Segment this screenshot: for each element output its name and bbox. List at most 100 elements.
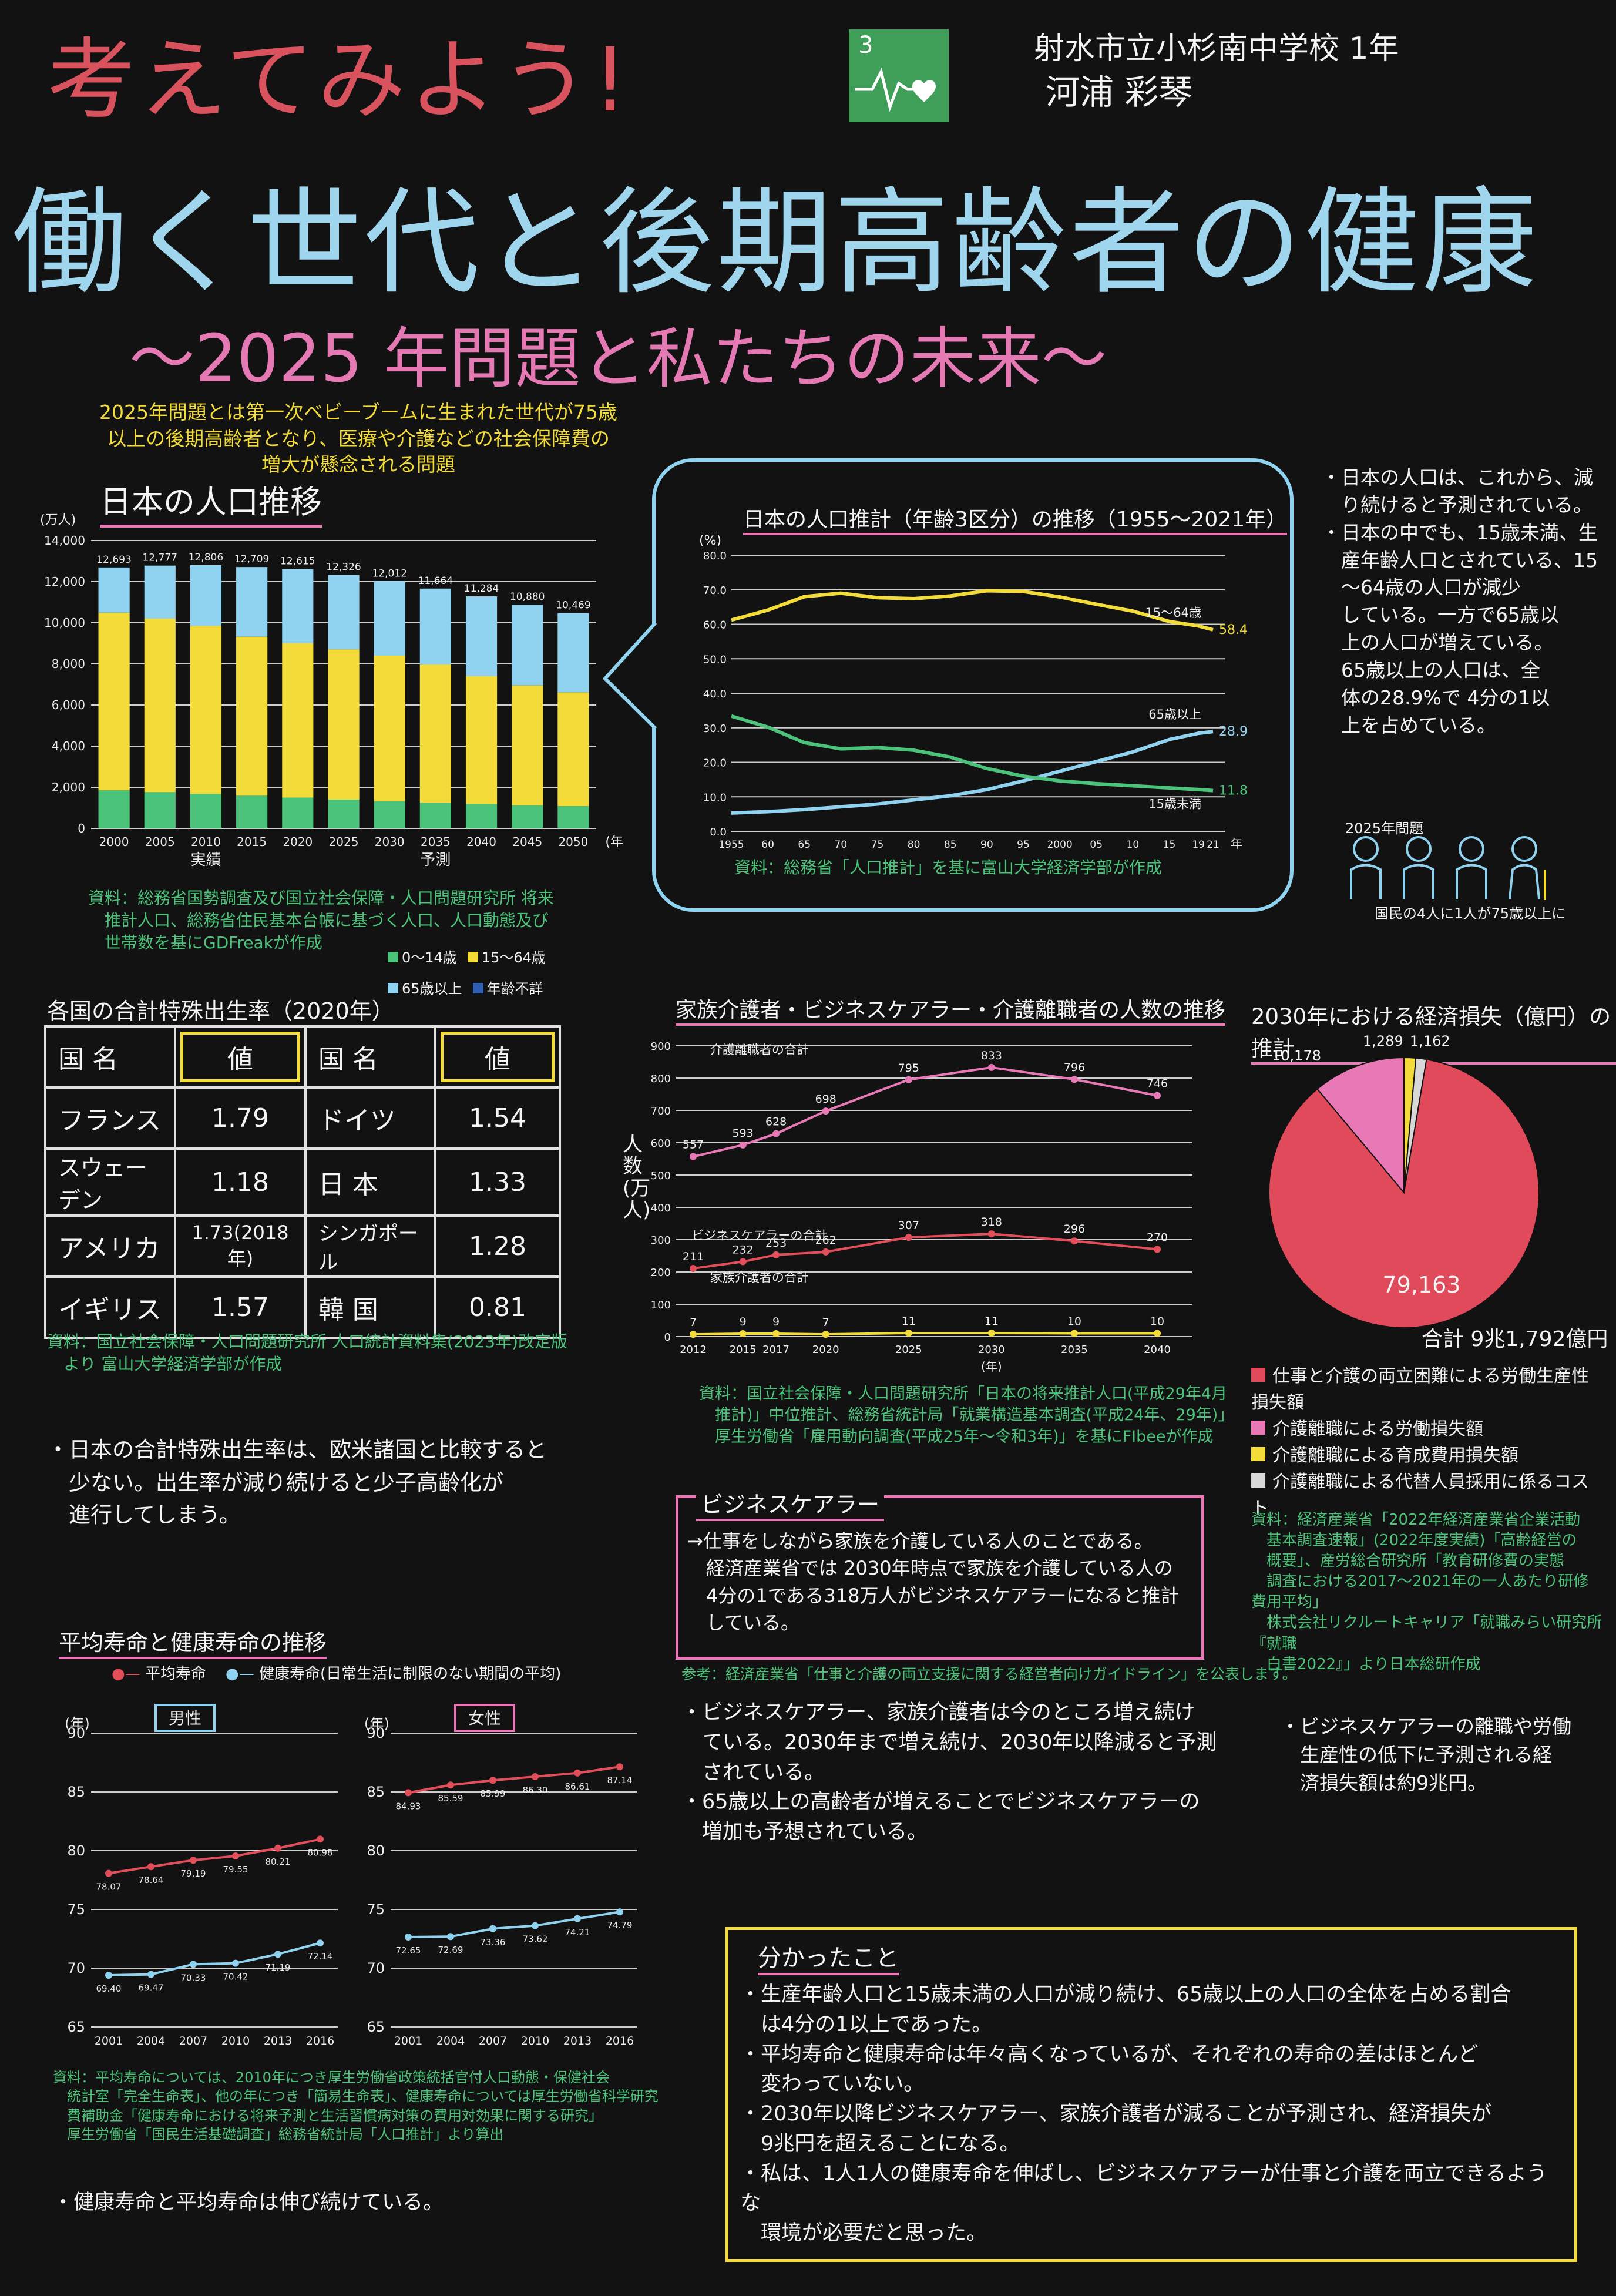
series-end-label: 11.8 <box>1219 784 1248 798</box>
series-name-label: 65歳以上 <box>1148 707 1201 721</box>
y-tick-label: 800 <box>651 1073 671 1085</box>
data-label: 87.14 <box>607 1775 633 1785</box>
bar-segment <box>419 803 451 828</box>
care-chart-title: 家族介護者・ビジネスケアラー・介護離職者の人数の推移 <box>676 993 1226 1026</box>
panel-label-box <box>154 1704 216 1732</box>
data-label: 232 <box>733 1243 754 1256</box>
data-label: 79.55 <box>223 1864 248 1875</box>
data-point <box>739 1258 747 1266</box>
y-tick-label: 70.0 <box>703 585 727 597</box>
bar-segment <box>328 575 360 650</box>
life-legend: ●— 平均寿命 ●— 健康寿命(日常生活に制限のない期間の平均) <box>112 1661 561 1683</box>
data-point <box>690 1331 697 1338</box>
population-bar-chart: (万人) 0 2,000 4,000 6,000 8,000 10,000 12,000 14,… <box>40 513 623 869</box>
loss-legend: 仕事と介護の両立困難による労働生産性損失額 介護離職による労働損失額 介護離職に… <box>1251 1363 1604 1522</box>
series-line <box>693 1331 1157 1336</box>
table-header-cell: 国 名 <box>43 1025 177 1089</box>
y-tick-label: 50.0 <box>703 653 727 666</box>
data-point <box>1154 1330 1161 1337</box>
data-point <box>690 1264 697 1272</box>
business-carer-box <box>676 1495 1204 1660</box>
y-tick-label: 900 <box>651 1040 671 1053</box>
data-label: 593 <box>733 1127 754 1140</box>
series-end-label: 28.9 <box>1219 724 1248 739</box>
data-label: 86.61 <box>565 1781 590 1792</box>
y-tick-label: 90 <box>67 1725 85 1741</box>
legend-item-0-14: 0～14歳 <box>388 946 457 966</box>
y-tick-label: 70 <box>67 1960 85 1976</box>
data-label: 698 <box>815 1093 836 1106</box>
data-label: 85.59 <box>438 1793 463 1804</box>
data-label: 11 <box>985 1315 999 1328</box>
table-cell: 1.54 <box>434 1086 561 1150</box>
bar-total-label: 10,880 <box>510 591 545 603</box>
bar-total-label: 12,806 <box>189 552 223 563</box>
y-axis-label: (年) <box>65 1716 90 1732</box>
bar-segment <box>465 676 498 804</box>
data-point <box>574 1915 581 1922</box>
x-tick-label: 2000 <box>99 835 129 849</box>
x-tick-label: 05 <box>1090 839 1103 851</box>
x-tick-label: 10 <box>1127 839 1140 851</box>
bar-segment <box>282 643 314 798</box>
data-label: 628 <box>765 1116 787 1129</box>
y-tick-label: 80 <box>367 1842 385 1859</box>
data-label: 833 <box>981 1049 1002 1062</box>
x-tick-label: 2050 <box>558 835 588 849</box>
data-point <box>987 1329 995 1337</box>
bar-total-label: 12,615 <box>280 556 315 568</box>
business-carer-text: →仕事をしながら家族を介護している人のことである。 経済産業省では 2030年時… <box>687 1530 1180 1634</box>
x-tick-label: 2020 <box>812 1344 839 1356</box>
bar-segment <box>236 636 268 796</box>
data-label: 9 <box>772 1315 780 1328</box>
x-tick-label: 2035 <box>421 835 451 849</box>
bar-segment <box>419 664 451 803</box>
table-cell: シンガポール <box>304 1214 437 1278</box>
y-tick-label: 20.0 <box>703 757 727 770</box>
legend-item-unknown: 年齢不詳 <box>472 977 543 998</box>
x-tick-label: 2013 <box>563 2035 592 2047</box>
data-point <box>1154 1246 1161 1253</box>
x-tick-label: 2015 <box>730 1344 757 1356</box>
data-label: 7 <box>690 1316 697 1329</box>
x-tick-label: 2030 <box>978 1344 1005 1356</box>
data-label: 11 <box>902 1315 916 1328</box>
x-tick-label: 2040 <box>466 835 496 849</box>
series-name-label: 15歳未満 <box>1148 797 1201 811</box>
life-chart-male: (年) 65 70 75 80 85 90 男性 2001 2004 2007 2010 2013 201… <box>65 1704 338 2047</box>
x-axis-label: (年) <box>605 835 623 850</box>
data-point <box>317 1939 324 1947</box>
data-label: 85.99 <box>481 1788 506 1799</box>
bar-segment <box>190 565 222 626</box>
care-source: 資料：国立社会保障・人口問題研究所「日本の将来推計人口(平成29年4月 推計)」… <box>699 1385 1234 1446</box>
data-point <box>690 1153 697 1160</box>
intro-text: 2025年問題とは第一次ベビーブームに生まれた世代が75歳 以上の後期高齢者とな… <box>99 401 617 476</box>
business-carer-title: ビジネスケアラー <box>696 1486 885 1521</box>
series-line <box>108 1838 321 1875</box>
main-title: 働く世代と後期高齢者の健康 <box>12 176 1540 310</box>
x-tick-label: 2025 <box>895 1344 922 1356</box>
data-label: 270 <box>1147 1231 1168 1244</box>
bar-segment <box>282 797 314 828</box>
data-label: 318 <box>981 1216 1002 1228</box>
sdg-badge: 3 <box>849 29 949 122</box>
series-name-label: 家族介護者の合計 <box>710 1271 809 1285</box>
x-tick-label: 2005 <box>145 835 175 849</box>
table-cell: 1.33 <box>434 1147 561 1217</box>
bar-segment <box>557 692 589 807</box>
data-label: 7 <box>822 1316 829 1329</box>
y-tick-label: 500 <box>651 1170 671 1182</box>
x-tick-label: 70 <box>835 839 848 851</box>
bar-total-label: 12,693 <box>96 554 131 566</box>
series-line <box>731 589 1214 632</box>
age-chart-title: 日本の人口推計（年齢3区分）の推移（1955～2021年） <box>743 502 1288 535</box>
x-axis-label: (年) <box>981 1360 1002 1374</box>
bar-segment <box>236 795 268 828</box>
loss-legend-item: 仕事と介護の両立困難による労働生産性損失額 <box>1251 1366 1590 1413</box>
x-tick-label: 85 <box>944 839 957 851</box>
y-tick-label: 80.0 <box>703 550 727 562</box>
table-cell: 日 本 <box>304 1147 437 1217</box>
bar-segment <box>98 567 130 613</box>
data-point <box>822 1331 829 1338</box>
data-label: 69.47 <box>139 1983 164 1993</box>
